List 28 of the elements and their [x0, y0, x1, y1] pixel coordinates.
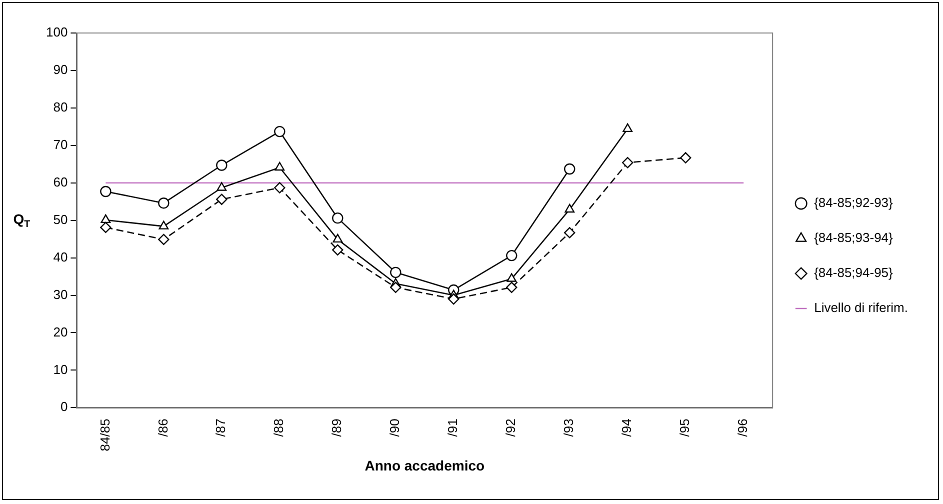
x-tick-label: /89 [329, 418, 344, 437]
y-tick-label: 0 [60, 399, 68, 414]
x-axis-title: Anno accademico [364, 457, 485, 474]
y-tick-label: 60 [53, 174, 68, 190]
x-tick-label: /90 [387, 418, 402, 437]
legend-label: {84-85;92-93} [814, 195, 894, 210]
x-tick-label: /87 [213, 418, 228, 437]
x-tick-label: 84/85 [97, 418, 112, 452]
x-tick-label: /91 [445, 418, 460, 437]
legend-label: {84-85;93-94} [814, 230, 894, 246]
x-tick-label: /94 [619, 418, 634, 437]
y-tick-label: 30 [53, 286, 68, 302]
legend-label: {84-85;94-95} [814, 265, 894, 280]
x-tick-label: /88 [271, 418, 286, 437]
y-tick-label: 20 [53, 324, 68, 340]
y-tick-label: 70 [53, 136, 68, 152]
x-tick-label: /92 [503, 418, 518, 437]
y-tick-label: 40 [53, 249, 68, 264]
y-tick-label: 100 [46, 24, 68, 40]
x-tick-label: /95 [677, 418, 692, 437]
x-tick-label: /93 [561, 418, 576, 437]
x-tick-label: /96 [735, 418, 750, 437]
y-tick-label: 90 [53, 62, 68, 78]
y-tick-label: 10 [53, 362, 68, 377]
y-tick-label: 80 [53, 100, 68, 115]
legend-label: Livello di riferim. [814, 300, 908, 316]
x-tick-label: /86 [155, 418, 170, 437]
y-tick-label: 50 [53, 212, 68, 227]
